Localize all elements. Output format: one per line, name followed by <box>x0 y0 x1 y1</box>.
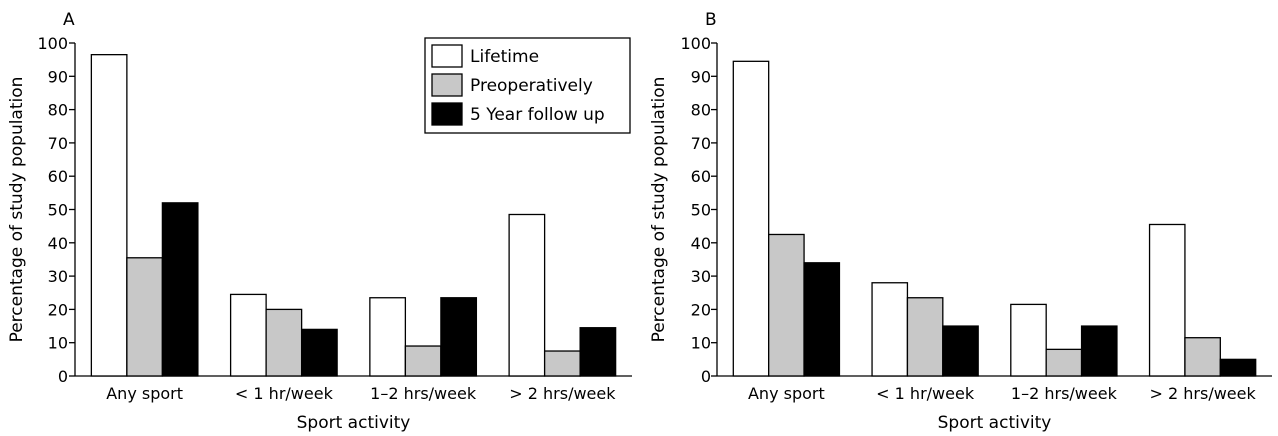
bar-lifetime <box>229 293 267 377</box>
y-tick-label: 50 <box>48 201 68 220</box>
panel-b: B 0 10 20 30 40 50 60 70 80 90 100 Percentage of stu… <box>649 10 1272 433</box>
y-tick-label: 30 <box>48 267 68 286</box>
y-tick-label: 90 <box>691 67 711 86</box>
x-tick-label: > 2 hrs/week <box>509 384 616 403</box>
legend-label: Preoperatively <box>470 76 593 96</box>
legend-swatch <box>431 73 463 97</box>
legend-swatch <box>431 44 463 68</box>
y-tick-label: 90 <box>48 67 68 86</box>
legend-label: Lifetime <box>470 47 539 67</box>
bar-lifetime <box>732 60 770 377</box>
y-tick-label: 50 <box>691 201 711 220</box>
y-tick-label: 20 <box>691 300 711 319</box>
bar-5-year-follow-up <box>300 328 338 377</box>
y-tick-label: 100 <box>37 34 68 53</box>
bar-preoperatively <box>768 233 805 377</box>
x-axis-title: Sport activity <box>938 413 1052 433</box>
bar-lifetime <box>508 213 546 377</box>
x-tick-label: < 1 hr/week <box>876 384 975 403</box>
y-tick-label: 70 <box>691 134 711 153</box>
bar-5-year-follow-up <box>1219 358 1257 377</box>
legend-label: 5 Year follow up <box>470 105 605 125</box>
bar-lifetime <box>369 297 407 377</box>
y-tick-label: 40 <box>691 234 711 253</box>
y-tick-label: 80 <box>691 101 711 120</box>
panel-label: B <box>705 10 717 30</box>
y-tick-label: 70 <box>48 134 68 153</box>
y-axis-title: Percentage of study population <box>649 77 669 343</box>
y-tick-label: 0 <box>58 367 68 386</box>
y-tick-label: 0 <box>701 367 711 386</box>
bar-lifetime <box>1148 223 1186 377</box>
y-tick-label: 100 <box>680 34 711 53</box>
bar-preoperatively <box>1184 337 1221 377</box>
y-tick-label: 20 <box>48 300 68 319</box>
x-tick-label: Any sport <box>748 384 825 403</box>
bar-lifetime <box>1010 303 1047 377</box>
bar-5-year-follow-up <box>803 262 841 377</box>
y-tick-label: 10 <box>48 334 68 353</box>
x-tick-label: < 1 hr/week <box>235 384 334 403</box>
x-tick-label: > 2 hrs/week <box>1150 384 1257 403</box>
bar-preoperatively <box>265 308 303 377</box>
bar-preoperatively <box>543 350 581 377</box>
bar-lifetime <box>871 282 909 377</box>
bar-5-year-follow-up <box>579 327 617 377</box>
y-tick-label: 30 <box>691 267 711 286</box>
bar-preoperatively <box>404 345 442 377</box>
bar-preoperatively <box>906 297 944 377</box>
panel-label: A <box>63 10 75 30</box>
panel-a: A 0 10 20 30 40 50 60 70 80 90 100 Percentage of stu… <box>7 10 632 433</box>
y-tick-label: 80 <box>48 101 68 120</box>
y-tick-label: 60 <box>691 167 711 186</box>
x-tick-label: Any sport <box>106 384 183 403</box>
bar-lifetime <box>90 54 128 377</box>
bar-preoperatively <box>1045 348 1083 377</box>
bar-preoperatively <box>126 257 164 377</box>
bar-5-year-follow-up <box>1080 325 1118 377</box>
bar-5-year-follow-up <box>942 325 979 377</box>
y-tick-label: 10 <box>691 334 711 353</box>
x-tick-label: 1–2 hrs/week <box>1011 384 1118 403</box>
legend-swatch <box>431 102 463 126</box>
x-tick-label: 1–2 hrs/week <box>370 384 477 403</box>
y-tick-label: 40 <box>48 234 68 253</box>
y-axis-title: Percentage of study population <box>7 77 27 343</box>
y-tick-label: 60 <box>48 167 68 186</box>
bar-5-year-follow-up <box>440 297 478 377</box>
x-axis-title: Sport activity <box>297 413 411 433</box>
bar-5-year-follow-up <box>161 202 199 377</box>
